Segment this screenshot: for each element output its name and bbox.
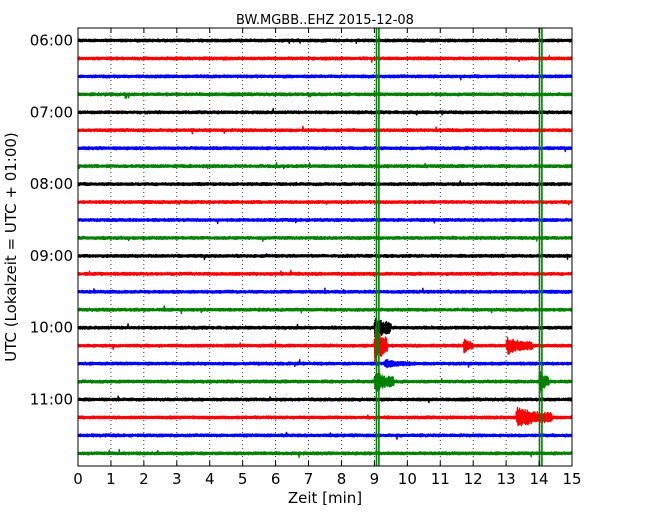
- x-tick-label: 10: [398, 470, 417, 488]
- y-tick-label: 10:00: [30, 319, 73, 337]
- y-tick-label: 06:00: [30, 32, 73, 50]
- x-tick-label: 5: [238, 470, 248, 488]
- x-tick-label: 3: [172, 470, 182, 488]
- x-tick-label: 13: [497, 470, 516, 488]
- y-tick-label: 09:00: [30, 247, 73, 265]
- chart-title: BW.MGBB..EHZ 2015-12-08: [236, 13, 414, 28]
- y-tick-label: 08:00: [30, 175, 73, 193]
- helicorder-figure: 0 1 2 3 4 5 6 7 8 9 10 11 12 13 14 15 06:00 07:00 08:00 09:…: [0, 0, 650, 520]
- x-tick-label: 14: [530, 470, 549, 488]
- y-tick-label: 11:00: [30, 391, 73, 409]
- helicorder-chart: 0 1 2 3 4 5 6 7 8 9 10 11 12 13 14 1506:0007:0008:0009:…: [0, 0, 650, 520]
- x-axis-label: Zeit [min]: [288, 489, 362, 507]
- x-tick-label: 12: [464, 470, 483, 488]
- x-tick-label: 7: [304, 470, 314, 488]
- x-tick-label: 11: [431, 470, 450, 488]
- x-tick-label: 9: [370, 470, 380, 488]
- y-tick-label: 07:00: [30, 103, 73, 121]
- x-tick-label: 6: [271, 470, 281, 488]
- x-tick-label: 2: [139, 470, 149, 488]
- x-tick-label: 0: [73, 470, 83, 488]
- x-tick-label: 4: [205, 470, 215, 488]
- x-tick-label: 15: [562, 470, 581, 488]
- x-tick-label: 1: [106, 470, 116, 488]
- y-axis-label: UTC (Lokalzeit = UTC + 01:00): [2, 132, 20, 362]
- x-tick-label: 8: [337, 470, 347, 488]
